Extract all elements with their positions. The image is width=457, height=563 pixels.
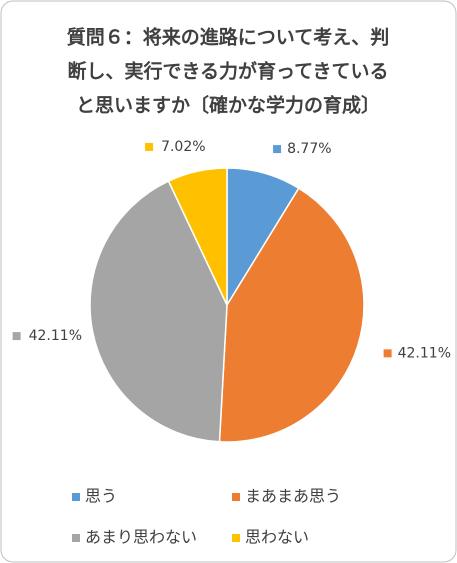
legend-marker xyxy=(232,493,240,501)
legend-label: まあまあ思う xyxy=(245,487,341,506)
data-label: 42.11% xyxy=(398,345,451,361)
legend-label: あまり思わない xyxy=(85,528,197,547)
pie-slice xyxy=(167,167,228,306)
data-label: 42.11% xyxy=(29,328,82,344)
data-label: 7.02% xyxy=(161,139,205,155)
label-marker xyxy=(383,349,392,358)
pie-slice xyxy=(89,180,228,443)
legend-marker xyxy=(232,534,240,542)
chart-title: 質問６：将来の進路について考え、判 xyxy=(67,26,389,49)
data-label: 8.77% xyxy=(287,141,331,157)
legend-label: 思わない xyxy=(245,528,309,547)
chart-title: と思いますか〔確かな学力の育成〕 xyxy=(76,94,380,117)
label-marker xyxy=(273,145,282,154)
label-marker xyxy=(145,142,154,151)
chart-title: 断し、実行できる力が育ってきている xyxy=(67,60,388,83)
legend-label: 思う xyxy=(85,487,117,506)
legend-marker xyxy=(72,534,80,542)
legend-marker xyxy=(72,493,80,501)
pie-slice xyxy=(218,187,365,443)
label-marker xyxy=(12,332,21,341)
